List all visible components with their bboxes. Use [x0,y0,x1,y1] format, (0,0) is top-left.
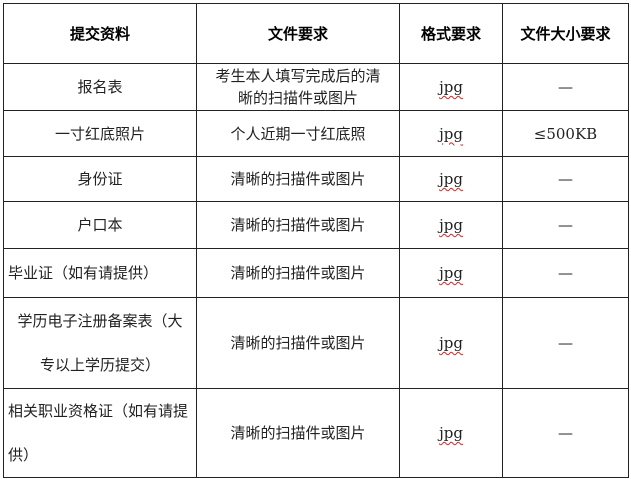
size-cell: ≤500KB [502,110,629,157]
requirement-cell: 清晰的扫描件或图片 [196,156,400,202]
header-size: 文件大小要求 [502,3,629,64]
table-row: 毕业证（如有请提供） 清晰的扫描件或图片 jpg — [3,248,629,298]
size-cell: — [502,297,629,389]
item-cell: 户口本 [3,201,197,249]
requirement-cell: 个人近期一寸红底照 [196,110,400,157]
size-cell: — [502,201,629,249]
requirement-cell: 清晰的扫描件或图片 [196,248,400,298]
header-item: 提交资料 [3,3,197,64]
header-format: 格式要求 [399,3,503,64]
format-text: jpg [439,264,463,282]
format-cell: jpg [399,297,503,389]
requirement-cell: 考生本人填写完成后的清晰的扫描件或图片 [196,63,400,111]
table-row: 相关职业资格证（如有请提供） 清晰的扫描件或图片 jpg — [3,388,629,478]
size-cell: — [502,63,629,111]
table-row: 一寸红底照片 个人近期一寸红底照 jpg ≤500KB [3,110,629,157]
format-text: jpg [439,334,463,352]
table-row: 户口本 清晰的扫描件或图片 jpg — [3,201,629,249]
header-requirement: 文件要求 [196,3,400,64]
format-cell: jpg [399,201,503,249]
requirement-cell: 清晰的扫描件或图片 [196,201,400,249]
header-row: 提交资料 文件要求 格式要求 文件大小要求 [3,3,629,64]
materials-table: 提交资料 文件要求 格式要求 文件大小要求 报名表 考生本人填写完成后的清晰的扫… [3,3,629,478]
requirement-cell: 清晰的扫描件或图片 [196,388,400,478]
format-text: jpg [439,424,463,442]
size-cell: — [502,156,629,202]
requirement-cell: 清晰的扫描件或图片 [196,297,400,389]
format-cell: jpg [399,156,503,202]
format-cell: jpg [399,63,503,111]
format-cell: jpg [399,248,503,298]
item-cell: 毕业证（如有请提供） [3,248,197,298]
format-cell: jpg [399,110,503,157]
table-row: 学历电子注册备案表（大专以上学历提交） 清晰的扫描件或图片 jpg — [3,297,629,389]
format-cell: jpg [399,388,503,478]
item-cell: 报名表 [3,63,197,111]
format-text: jpg [439,216,463,234]
item-cell: 相关职业资格证（如有请提供） [3,388,197,478]
table-row: 身份证 清晰的扫描件或图片 jpg — [3,156,629,202]
table-row: 报名表 考生本人填写完成后的清晰的扫描件或图片 jpg — [3,63,629,111]
format-text: jpg [439,170,463,188]
item-cell: 学历电子注册备案表（大专以上学历提交） [3,297,197,389]
format-text: jpg [439,78,463,96]
item-cell: 身份证 [3,156,197,202]
item-cell: 一寸红底照片 [3,110,197,157]
format-text: jpg [439,124,463,143]
size-cell: — [502,248,629,298]
size-cell: — [502,388,629,478]
